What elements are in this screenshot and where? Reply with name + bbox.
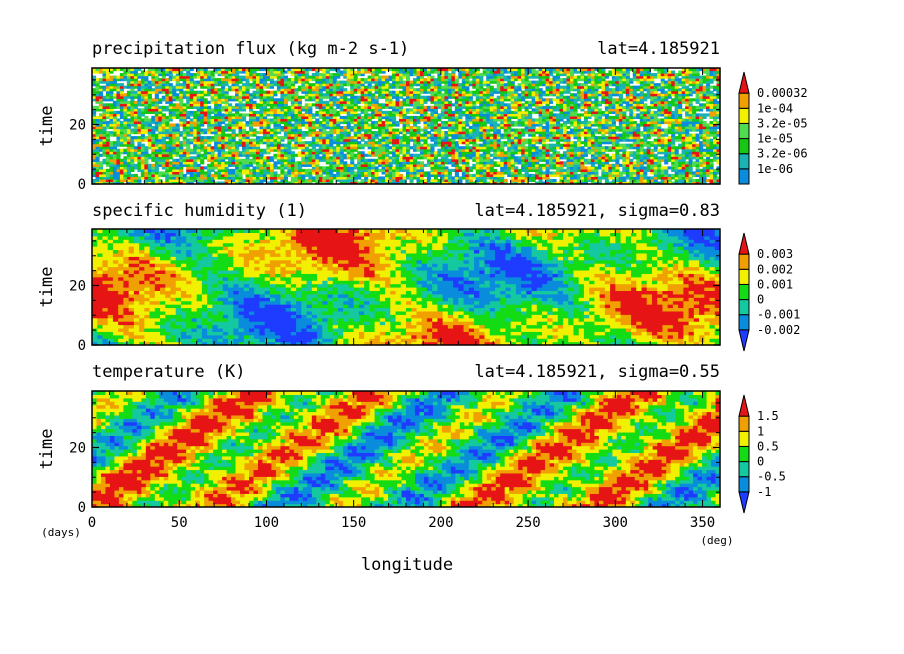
panel-3: 0 20 time temperature (K) lat=4.185921, sigm… [37, 362, 786, 516]
colorbar-swatch [738, 299, 750, 316]
longitude-unit-label: (deg) [700, 534, 733, 547]
colorbar-label: -1 [757, 485, 771, 499]
x-tick-label: 250 [515, 515, 540, 531]
colorbar-label: -0.002 [757, 323, 800, 337]
colorbar-swatch [738, 268, 750, 285]
colorbar-swatch [738, 283, 750, 301]
colorbar-swatch [738, 138, 750, 155]
colorbar-label: 1e-06 [757, 162, 793, 176]
colorbar-label: 3.2e-05 [757, 116, 808, 130]
heatmap-field [92, 229, 720, 345]
colorbar: 1.510.5 0-0.5-1 [738, 394, 786, 514]
colorbar-swatch [738, 71, 750, 94]
time-unit-label: (days) [41, 526, 81, 539]
panel-title: temperature (K) [92, 362, 246, 382]
colorbar-swatch [738, 153, 750, 170]
colorbar-swatch [738, 430, 750, 447]
colorbar-swatch [738, 314, 750, 331]
colorbar-swatch [738, 491, 750, 514]
colorbar-label: 1e-05 [757, 132, 793, 146]
colorbar-label: -0.5 [757, 470, 786, 484]
x-tick-label: 150 [341, 515, 366, 531]
heatmap-field [92, 68, 720, 184]
y-tick-label: 0 [78, 177, 86, 193]
colorbar-label: 0.00032 [757, 86, 808, 100]
colorbar-swatch [738, 253, 750, 270]
panel-title: specific humidity (1) [92, 201, 307, 221]
heatmap-field [92, 391, 720, 507]
colorbar-label: -0.001 [757, 308, 800, 322]
panel-title: precipitation flux (kg m-2 s-1) [92, 39, 409, 59]
x-tick-label: 0 [88, 515, 96, 531]
colorbar-swatch [738, 232, 750, 255]
x-tick-label: 300 [603, 515, 628, 531]
colorbar-swatch [738, 394, 750, 417]
colorbar-swatch [738, 461, 750, 478]
panel-subtitle: lat=4.185921, sigma=0.55 [474, 362, 720, 382]
y-tick-label: 20 [69, 441, 86, 457]
colorbar-swatch [738, 168, 750, 185]
colorbar-label: 1 [757, 424, 764, 438]
colorbar-label: 0 [757, 293, 764, 307]
y-tick-label: 20 [69, 279, 86, 295]
colorbar-label: 0.003 [757, 247, 793, 261]
x-axis: 0 50 100 150 200 250 300 350 [88, 515, 715, 531]
y-tick-label: 20 [69, 118, 86, 134]
x-tick-label: 350 [690, 515, 715, 531]
colorbar-swatch [738, 92, 750, 109]
colorbar-swatch [738, 445, 750, 463]
y-axis-label: time [37, 429, 57, 470]
colorbar-label: 1e-04 [757, 101, 793, 115]
x-axis-label: longitude [361, 555, 453, 575]
panel-subtitle: lat=4.185921, sigma=0.83 [474, 201, 720, 221]
y-axis-label: time [37, 267, 57, 308]
colorbar-label: 0.5 [757, 439, 779, 453]
colorbar-label: 0.001 [757, 277, 793, 291]
panel-2: 0 20 time specific humidity (1) lat=4.185921… [37, 201, 800, 354]
colorbar-swatch [738, 107, 750, 124]
panel-1: 0 20 time precipitation flux (kg m-2 s-1) la… [37, 39, 808, 193]
colorbar-label: 0 [757, 455, 764, 469]
colorbar-swatch [738, 476, 750, 493]
colorbar-label: 3.2e-06 [757, 147, 808, 161]
x-tick-label: 100 [254, 515, 279, 531]
colorbar-label: 1.5 [757, 409, 779, 423]
colorbar-label: 0.002 [757, 262, 793, 276]
y-tick-label: 0 [78, 500, 86, 516]
panel-subtitle: lat=4.185921 [597, 39, 720, 59]
y-axis-label: time [37, 106, 57, 147]
x-tick-label: 50 [171, 515, 188, 531]
y-tick-label: 0 [78, 338, 86, 354]
colorbar-swatch [738, 329, 750, 352]
colorbar-swatch [738, 415, 750, 432]
x-tick-label: 200 [428, 515, 453, 531]
colorbar-swatch [738, 122, 750, 140]
